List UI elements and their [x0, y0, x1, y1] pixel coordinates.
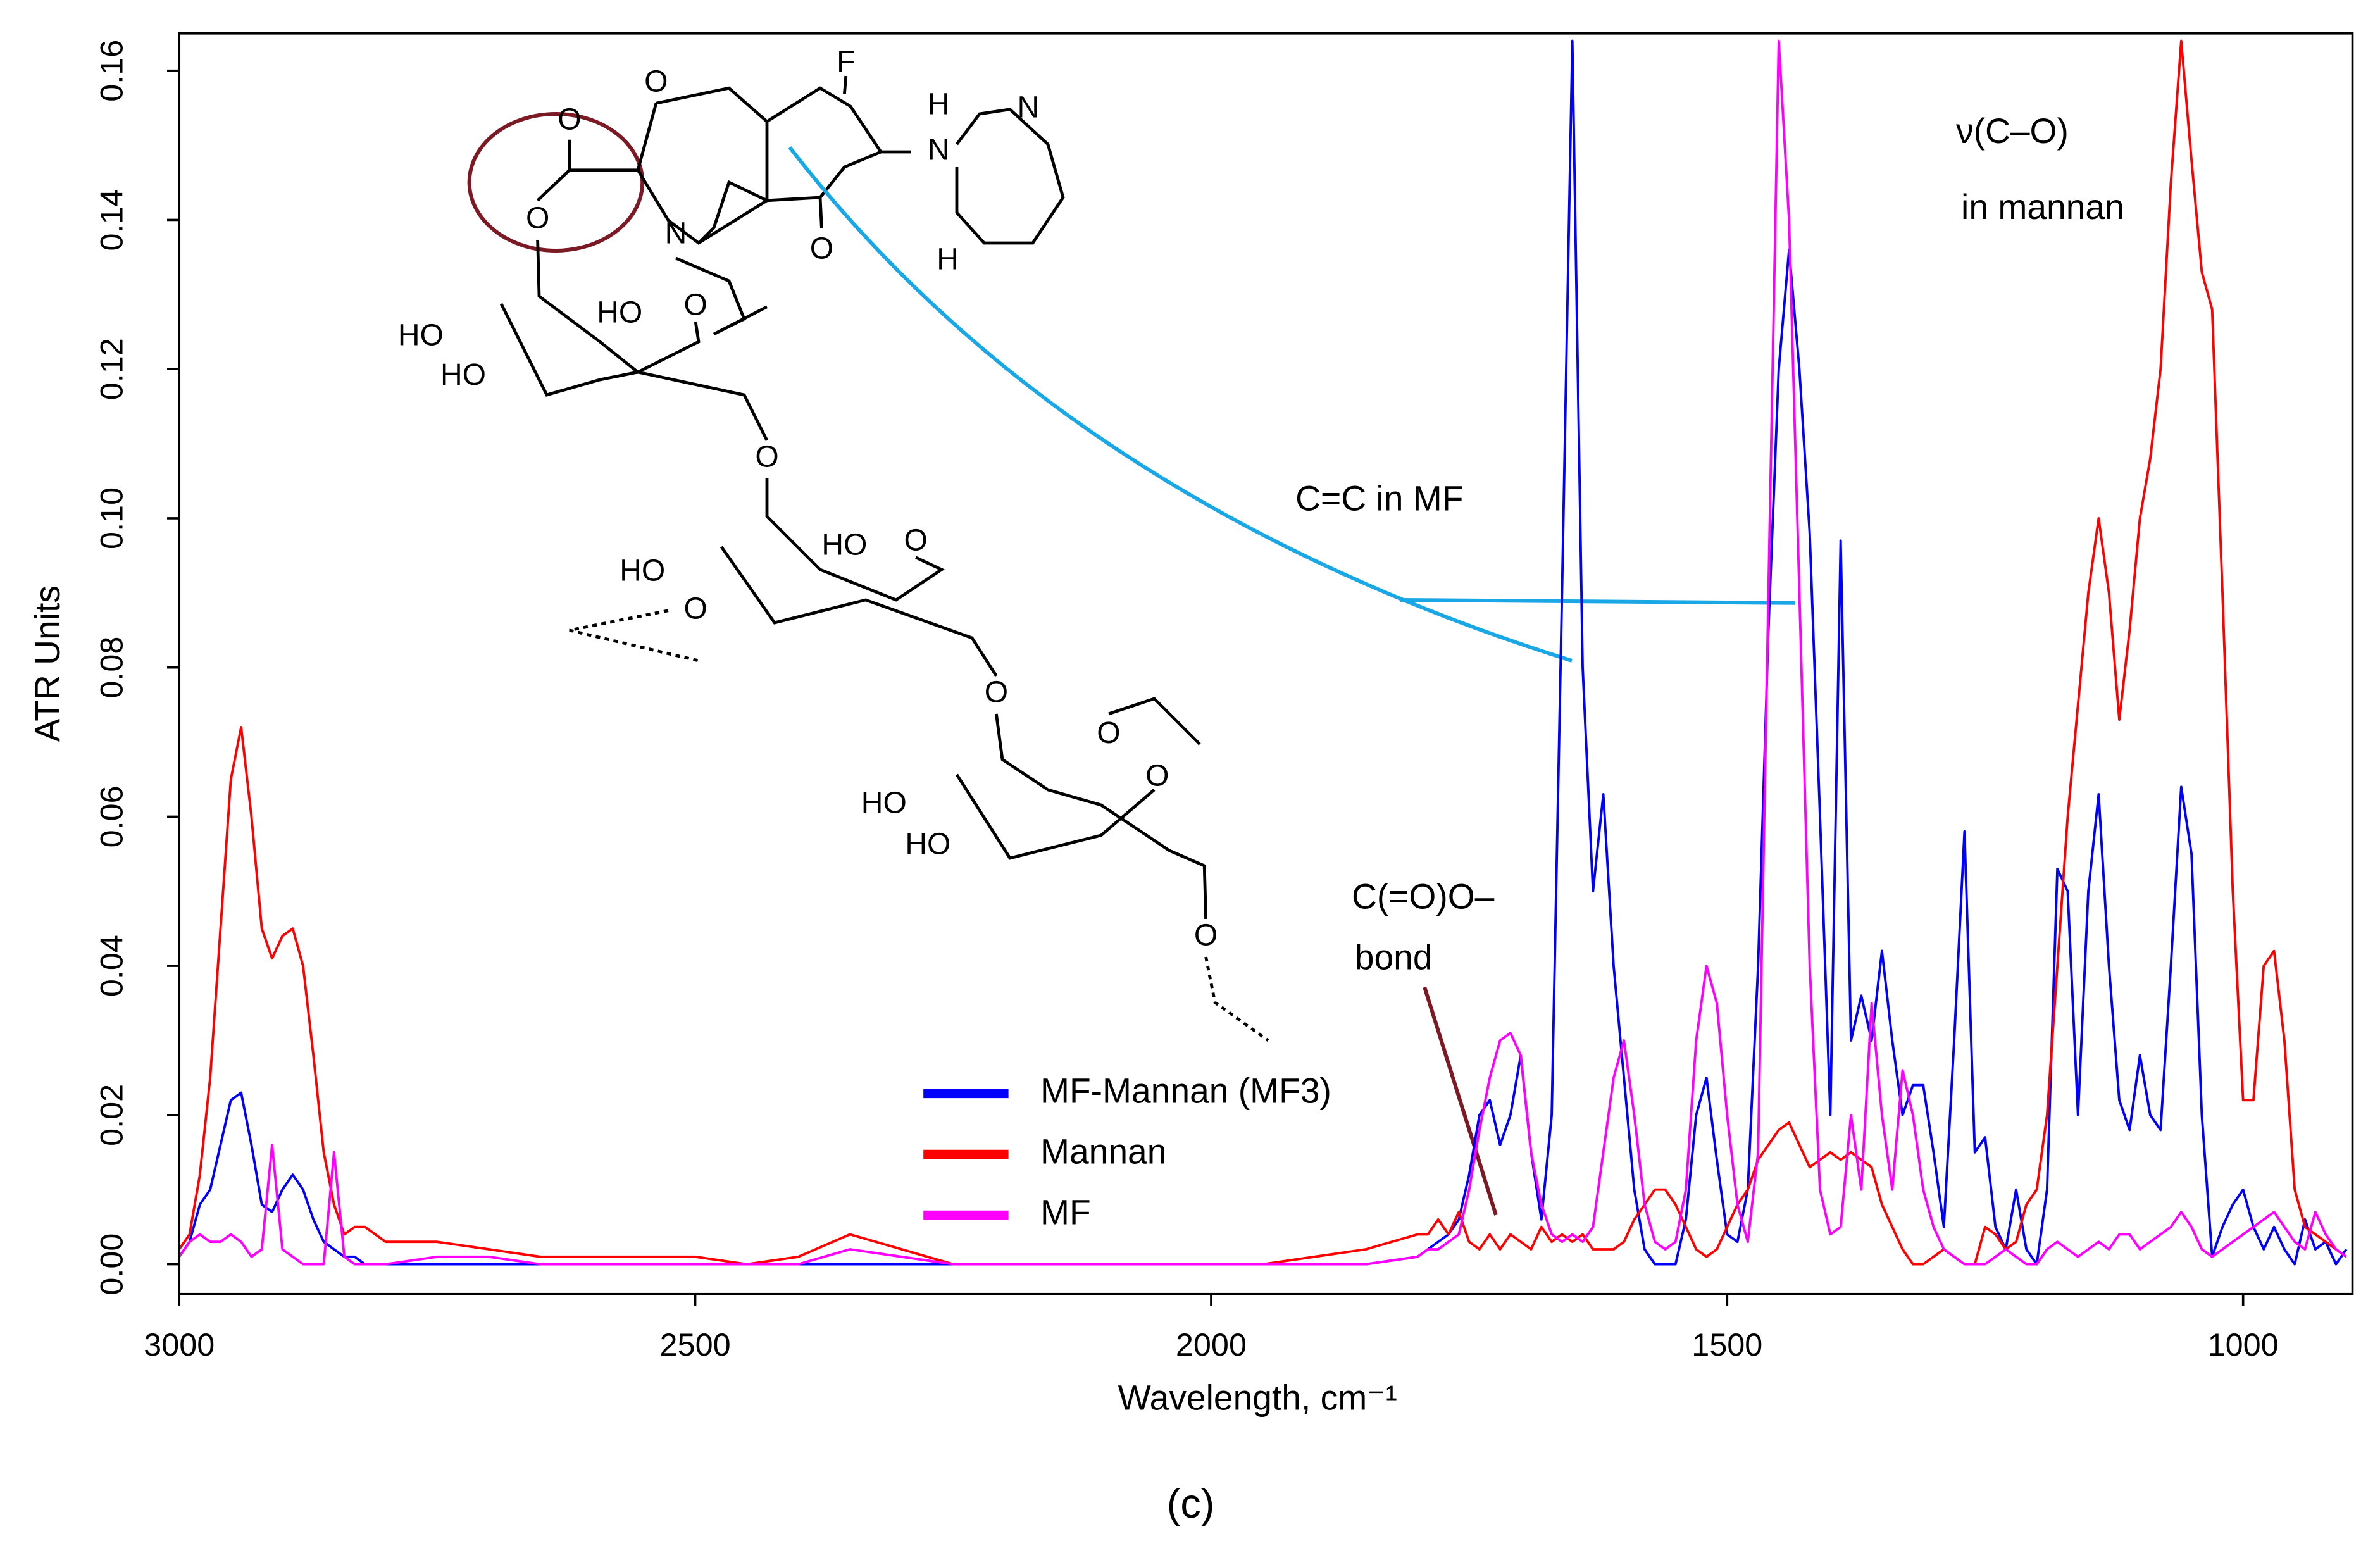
y-tick-label: 0.00: [93, 1233, 129, 1295]
atom-label: H: [937, 242, 959, 276]
atom-label: O: [684, 592, 707, 625]
atom-label: HO: [821, 528, 867, 562]
atom-label: HO: [597, 296, 642, 329]
spectrum-line: [179, 39, 2348, 1266]
y-tick-label: 0.12: [93, 338, 129, 400]
x-tick-label: 2000: [1176, 1327, 1247, 1363]
x-tick-label: 1500: [1692, 1327, 1762, 1363]
legend-label: MF-Mannan (MF3): [1040, 1071, 1331, 1111]
atom-label: O: [644, 65, 668, 99]
atom-label: HO: [905, 827, 950, 861]
annotation: ν(C–O): [1956, 111, 2069, 151]
y-tick-label: 0.14: [93, 189, 129, 251]
annotation-arrow: [788, 146, 1573, 663]
plot-area: [179, 39, 2348, 1266]
atom-label: O: [526, 202, 549, 235]
annotation-line: [1400, 597, 1795, 605]
spectrum-line: [179, 39, 2347, 1266]
x-tick-label: 1000: [2208, 1327, 2279, 1363]
atom-label: HO: [620, 554, 665, 587]
x-axis-title: Wavelength, cm⁻¹: [1118, 1378, 1397, 1417]
atom-label: O: [904, 523, 928, 557]
annotation: in mannan: [1961, 187, 2124, 227]
annotation-line: [1423, 987, 1498, 1216]
atom-label: N: [928, 134, 950, 167]
x-tick-label: 2500: [660, 1327, 731, 1363]
caption: (c): [1167, 1480, 1215, 1526]
atom-label: HO: [398, 318, 444, 352]
spectrum-line: [179, 39, 2347, 1266]
atom-label: O: [985, 675, 1008, 709]
x-tick-label: 3000: [144, 1327, 215, 1363]
annotation: C=C in MF: [1295, 479, 1463, 518]
legend-label: MF: [1040, 1193, 1091, 1232]
atom-label: HO: [861, 787, 907, 820]
annotation: C(=O)O–: [1352, 877, 1495, 916]
annotation: bond: [1355, 937, 1433, 977]
atom-label: O: [755, 440, 778, 473]
atom-label: H: [928, 88, 950, 122]
atom-label: O: [558, 103, 581, 137]
atom-label: O: [684, 288, 707, 322]
atom-label: O: [1097, 716, 1120, 750]
legend-label: Mannan: [1040, 1132, 1166, 1171]
atom-label: O: [1145, 759, 1169, 792]
y-axis-title: ATR Units: [28, 585, 67, 742]
atom-label: F: [837, 45, 855, 78]
structure-drawing: [467, 75, 1269, 1042]
atom-label: O: [810, 232, 833, 266]
atom-label: HO: [440, 358, 486, 392]
atom-label: N: [1017, 91, 1039, 124]
y-tick-label: 0.02: [93, 1084, 129, 1146]
atom-label: N: [665, 217, 687, 251]
y-tick-label: 0.06: [93, 785, 129, 847]
y-tick-label: 0.04: [93, 935, 129, 997]
y-tick-label: 0.08: [93, 637, 129, 699]
y-tick-label: 0.10: [93, 487, 129, 549]
y-tick-label: 0.16: [93, 40, 129, 102]
atom-label: O: [1194, 918, 1218, 952]
plot-frame: [178, 32, 2354, 1295]
